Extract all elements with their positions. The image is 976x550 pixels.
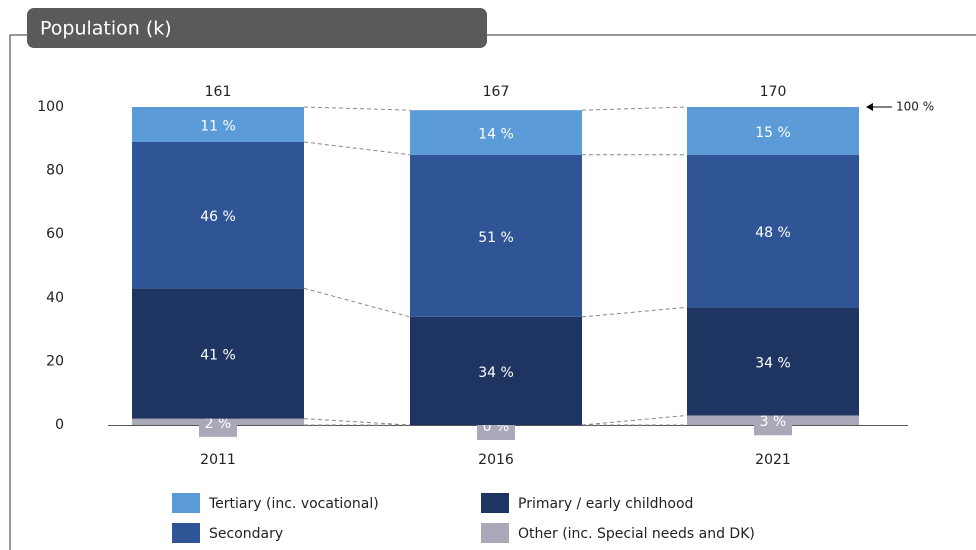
connector xyxy=(581,414,688,426)
y-tick-label: 60 xyxy=(46,226,64,242)
connector xyxy=(303,287,411,318)
legend-swatch xyxy=(481,523,509,543)
x-tick-label: 2021 xyxy=(755,452,791,468)
value-label: 15 % xyxy=(755,125,791,141)
total-label: 167 xyxy=(483,84,510,100)
legend-label: Tertiary (inc. vocational) xyxy=(208,496,379,512)
connector xyxy=(581,306,688,318)
y-tick-label: 100 xyxy=(37,99,64,115)
bar-segment xyxy=(410,154,582,317)
value-label: 34 % xyxy=(755,355,791,371)
value-label: 41 % xyxy=(200,347,236,363)
connector xyxy=(303,418,411,426)
title-tab xyxy=(27,8,487,48)
value-label: 14 % xyxy=(478,126,514,142)
chart-title: Population (k) xyxy=(40,18,172,40)
legend-swatch xyxy=(172,493,200,513)
connector xyxy=(303,141,411,156)
frame xyxy=(9,34,976,550)
value-label: 3 % xyxy=(760,414,787,430)
bar-segment xyxy=(687,154,859,308)
bar-segment xyxy=(687,307,859,416)
value-label: 34 % xyxy=(478,365,514,381)
connector xyxy=(581,106,688,111)
value-label: 11 % xyxy=(200,118,236,134)
legend-label: Primary / early childhood xyxy=(518,496,693,512)
annotation: 100 % xyxy=(896,100,934,114)
connector xyxy=(303,106,411,111)
value-label: 51 % xyxy=(478,230,514,246)
y-tick-label: 0 xyxy=(55,417,64,433)
legend-label: Secondary xyxy=(209,526,283,542)
bar-segment xyxy=(410,316,582,425)
x-tick-label: 2011 xyxy=(200,452,236,468)
total-label: 161 xyxy=(205,84,232,100)
legend-swatch xyxy=(172,523,200,543)
bar-segment xyxy=(410,110,582,155)
bar-segment xyxy=(687,107,859,155)
legend-label: Other (inc. Special needs and DK) xyxy=(518,526,755,542)
value-label: 48 % xyxy=(755,225,791,241)
x-tick-label: 2016 xyxy=(478,452,514,468)
y-tick-label: 80 xyxy=(46,163,64,179)
bar-segment xyxy=(132,107,304,142)
value-label: 46 % xyxy=(200,209,236,225)
arrow-head xyxy=(866,103,873,111)
y-tick-label: 20 xyxy=(46,353,64,369)
total-label: 170 xyxy=(760,84,787,100)
y-tick-label: 40 xyxy=(46,290,64,306)
legend-swatch xyxy=(481,493,509,513)
bar-segment xyxy=(132,288,304,419)
bar-segment xyxy=(132,141,304,289)
value-label: 2 % xyxy=(205,416,232,432)
